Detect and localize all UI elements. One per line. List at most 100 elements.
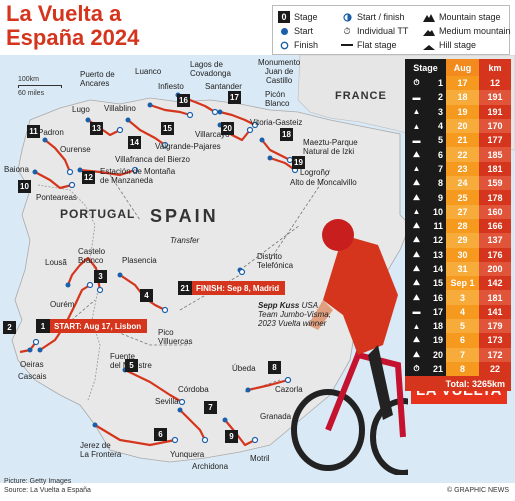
stage-marker-8: 8	[268, 361, 281, 374]
place-villarcayo: Villarcayo	[195, 130, 230, 139]
place-ponteareas: Ponteareas	[36, 193, 77, 202]
table-row: ⛰ 11 28 166	[405, 218, 511, 234]
table-row: ⛰ 15 Sep 1 142	[405, 276, 511, 291]
stage-distance: 176	[479, 247, 511, 262]
table-body: ⏱ 1 17 12 ▬ 2 18 191 ▲ 3 19 191 ▲ 4 20 170 ▬ 5 21 177 ⛰ 6 22 18…	[405, 76, 511, 377]
stage-marker-10: 10	[18, 180, 31, 193]
start-callout: 1 START: Aug 17, Lisbon	[36, 319, 148, 333]
stage-marker-20: 20	[221, 122, 234, 135]
table-total: Total: 3265km	[405, 376, 511, 392]
table-row: ⛰ 6 22 185	[405, 147, 511, 162]
stage-date: 29	[446, 233, 479, 248]
place-puerto-de-ancares: Puerto de Ancares	[80, 70, 115, 88]
hill-profile-icon: ▲	[405, 161, 428, 177]
place-ourense: Ourense	[60, 145, 91, 154]
stage-distance: 12	[479, 76, 511, 91]
mountain-profile-icon: ⛰	[405, 247, 428, 262]
route-stage-5	[124, 369, 183, 403]
hill-profile-icon: ▲	[405, 204, 428, 219]
stage-marker-5: 5	[125, 359, 138, 372]
place-maeztu: Maeztu-Parque Natural de Izki	[303, 138, 358, 156]
table-row: ▲ 7 23 181	[405, 161, 511, 177]
stage-date: 18	[446, 90, 479, 105]
place-lagos: Lagos de Covadonga	[190, 60, 231, 78]
table-row: ▬ 5 21 177	[405, 133, 511, 148]
place-jerez: Jerez de La Frontera	[80, 441, 122, 459]
stage-distance: 178	[479, 190, 511, 205]
place-villafranca: Villafranca del Bierzo	[115, 155, 191, 164]
title-line-1: La Vuelta a	[6, 1, 122, 26]
country-france: FRANCE	[335, 90, 387, 102]
mountain-icon	[423, 11, 435, 23]
mountain-profile-icon: ⛰	[405, 276, 428, 291]
start-points	[27, 92, 273, 428]
rider-caption: Sepp Kuss USA Team Jumbo-Visma, 2023 Vue…	[258, 301, 331, 328]
stage-marker-9: 9	[225, 430, 238, 443]
tt-profile-icon: ⏱	[405, 361, 428, 377]
footer: Picture: Getty Images Source: La Vuelta …	[4, 478, 91, 494]
hill-profile-icon: ▲	[405, 104, 428, 119]
place-cazorla: Cazorla	[275, 385, 303, 394]
cyclist-photo	[291, 219, 408, 475]
stage-date: 5	[446, 319, 479, 334]
route-stage-10	[34, 171, 73, 190]
stage-number: 1	[428, 76, 446, 91]
stage-number: 13	[428, 247, 446, 262]
stage-distance: 142	[479, 276, 511, 291]
stage-date: 30	[446, 247, 479, 262]
stage-date: 6	[446, 333, 479, 348]
stage-distance: 177	[479, 133, 511, 148]
route-stage-11	[44, 139, 72, 173]
table-row: ▬ 17 4 141	[405, 304, 511, 320]
title-line-2: España 2024	[6, 25, 140, 50]
place-vitoria: Vitoria-Gasteiz	[250, 118, 303, 127]
finish-points	[32, 108, 299, 444]
place-motril: Motril	[250, 454, 270, 463]
stage-number: 15	[428, 276, 446, 291]
rider-body	[323, 235, 398, 355]
table-row: ⏱ 1 17 12	[405, 76, 511, 91]
scale-bar	[18, 85, 62, 88]
legend-flat-stage: Flat stage	[341, 39, 397, 51]
place-castelo-branco: Castelo Branco	[78, 247, 106, 265]
stage-marker-7: 7	[204, 401, 217, 414]
stage-number: 11	[428, 218, 446, 234]
stage-marker-3: 3	[94, 270, 107, 283]
route-stage-6	[94, 424, 176, 447]
place-pico: Pico Villuercas	[158, 328, 193, 346]
stage-date: 20	[446, 118, 479, 134]
stage-distance: 179	[479, 319, 511, 334]
stage-number: 10	[428, 204, 446, 219]
stage-distance: 166	[479, 218, 511, 234]
start-dot-icon	[278, 25, 290, 37]
stage-number: 17	[428, 304, 446, 320]
stage-distance: 159	[479, 176, 511, 191]
stage-marker-14: 14	[128, 136, 141, 149]
rider-arm	[308, 300, 333, 330]
place-estacion: Estación de Montaña de Manzaneda	[100, 167, 176, 185]
stage-date: 28	[446, 218, 479, 234]
stage-number: 18	[428, 319, 446, 334]
place-plasencia: Plasencia	[122, 256, 157, 265]
map-legend: 0 Stage Start Finish Start / finish ⏱ In…	[272, 5, 511, 55]
place-cascais: Cascais	[18, 372, 47, 381]
stage-date: 21	[446, 133, 479, 148]
route-stage-18	[261, 139, 291, 161]
stage-distance: 170	[479, 118, 511, 134]
mountain-profile-icon: ⛰	[405, 290, 428, 305]
stage-distance: 160	[479, 204, 511, 219]
stage-number: 12	[428, 233, 446, 248]
table-row: ▲ 10 27 160	[405, 204, 511, 219]
place-alto: Alto de Moncalvillo	[290, 178, 357, 187]
stage-distance: 181	[479, 161, 511, 177]
stage-distance: 141	[479, 304, 511, 320]
table-row: ▲ 4 20 170	[405, 118, 511, 134]
country-portugal: PORTUGAL	[60, 207, 136, 221]
stage-distance: 191	[479, 104, 511, 119]
mountain-profile-icon: ⛰	[405, 233, 428, 248]
stage-marker-4: 4	[140, 289, 153, 302]
stage-distance: 173	[479, 333, 511, 348]
front-wheel	[291, 389, 365, 471]
table-row: ⛰ 13 30 176	[405, 247, 511, 262]
route-stage-8	[247, 378, 289, 392]
